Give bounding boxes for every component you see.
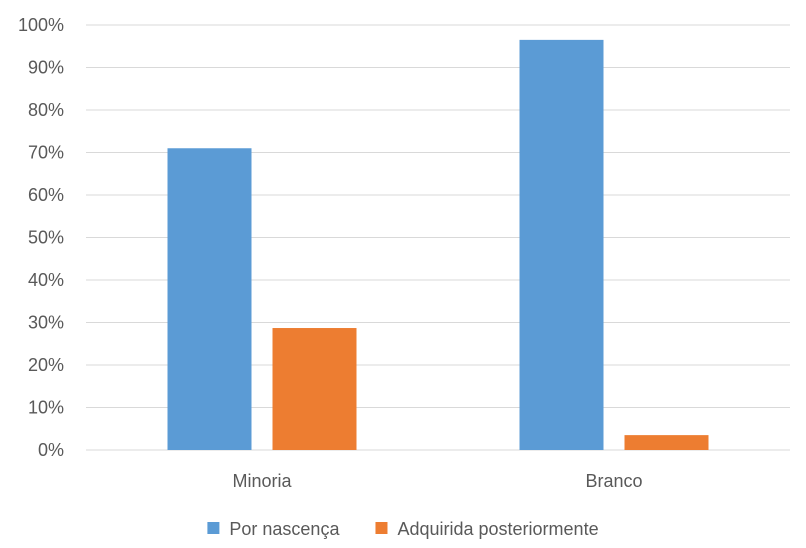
legend-swatch-series-1 <box>207 522 220 534</box>
y-tick-label: 40% <box>28 270 64 290</box>
y-tick-label: 80% <box>28 100 64 120</box>
x-category-label: Minoria <box>232 471 292 491</box>
y-tick-label: 0% <box>38 440 64 460</box>
y-tick-label: 60% <box>28 185 64 205</box>
bars <box>167 39 709 450</box>
y-tick-label: 10% <box>28 398 64 418</box>
legend-swatch-series-2 <box>375 522 388 534</box>
bar-minoria-series-2 <box>272 328 357 450</box>
y-axis-tick-labels: 0% 10% 20% 30% 40% 50% 60% 70% 80% 90% 100% <box>18 15 64 460</box>
y-tick-label: 90% <box>28 58 64 78</box>
y-tick-label: 30% <box>28 313 64 333</box>
legend: Por nascença Adquirida posteriormente <box>207 519 599 539</box>
y-tick-label: 50% <box>28 228 64 248</box>
y-tick-label: 70% <box>28 143 64 163</box>
x-axis-category-labels: Minoria Branco <box>232 471 642 491</box>
bar-minoria-series-1 <box>167 148 252 450</box>
bar-branco-series-1 <box>519 39 604 450</box>
y-tick-label: 20% <box>28 355 64 375</box>
legend-label-series-2: Adquirida posteriormente <box>397 519 598 539</box>
legend-label-series-1: Por nascença <box>229 519 340 539</box>
y-tick-label: 100% <box>18 15 64 35</box>
x-category-label: Branco <box>585 471 642 491</box>
bar-branco-series-2 <box>624 435 709 450</box>
